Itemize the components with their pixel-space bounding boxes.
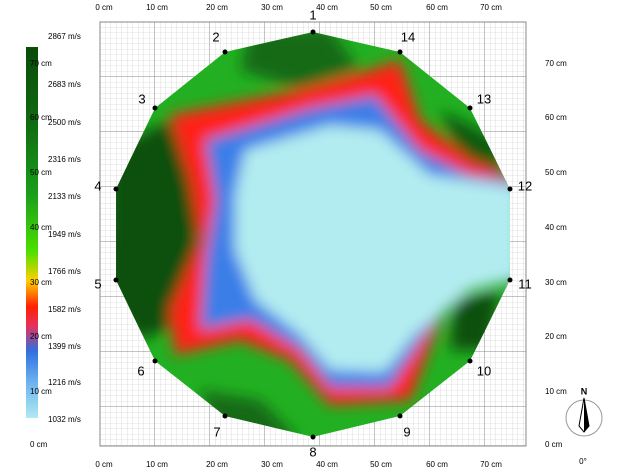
sensor-label: 7 — [213, 424, 220, 439]
sensor-dot — [467, 358, 473, 364]
color-bar — [26, 47, 38, 418]
bottom-tick-label: 40 cm — [316, 460, 338, 469]
bottom-tick-label: 10 cm — [146, 460, 168, 469]
top-tick-label: 10 cm — [146, 3, 168, 12]
sensor-label: 12 — [518, 178, 532, 193]
bottom-tick-label: 60 cm — [426, 460, 448, 469]
scale-label: 1766 m/s — [48, 267, 81, 276]
top-tick-label: 60 cm — [426, 3, 448, 12]
sensor-dot — [113, 186, 119, 192]
top-tick-label: 40 cm — [316, 3, 338, 12]
right-tick-label: 60 cm — [545, 113, 567, 122]
sensor-dot — [152, 358, 158, 364]
velocity-map — [116, 32, 510, 437]
top-tick-label: 50 cm — [370, 3, 392, 12]
sensor-dot — [507, 186, 513, 192]
sensor-label: 14 — [401, 29, 415, 44]
top-tick-label: 30 cm — [261, 3, 283, 12]
left-tick-label: 60 cm — [30, 113, 52, 122]
right-tick-label: 70 cm — [545, 59, 567, 68]
left-tick-label: 20 cm — [30, 332, 52, 341]
top-tick-label: 70 cm — [480, 3, 502, 12]
scale-label: 1032 m/s — [48, 415, 81, 424]
bottom-tick-label: 20 cm — [206, 460, 228, 469]
right-tick-label: 30 cm — [545, 278, 567, 287]
bottom-tick-label: 70 cm — [480, 460, 502, 469]
left-tick-label: 0 cm — [30, 440, 48, 449]
sensor-label: 10 — [477, 363, 491, 378]
sensor-dot — [310, 29, 316, 35]
sensor-label: 13 — [477, 91, 491, 106]
sensor-dot — [310, 434, 316, 440]
sensor-dot — [397, 413, 403, 419]
scale-label: 2867 m/s — [48, 32, 81, 41]
compass-angle: 0° — [579, 457, 587, 466]
sensor-dot — [397, 49, 403, 55]
sensor-label: 6 — [137, 363, 144, 378]
scale-label: 2500 m/s — [48, 118, 81, 127]
right-tick-label: 40 cm — [545, 223, 567, 232]
scale-label: 2316 m/s — [48, 155, 81, 164]
sensor-dot — [507, 277, 513, 283]
scale-label: 2683 m/s — [48, 80, 81, 89]
left-tick-label: 30 cm — [30, 278, 52, 287]
scale-label: 1949 m/s — [48, 230, 81, 239]
scale-label: 1399 m/s — [48, 342, 81, 351]
sensor-dot — [113, 277, 119, 283]
right-tick-label: 10 cm — [545, 387, 567, 396]
sensor-label: 1 — [309, 7, 316, 22]
sensor-dot — [152, 105, 158, 111]
sensor-label: 3 — [138, 91, 145, 106]
compass-north: N — [581, 386, 588, 396]
right-tick-label: 0 cm — [545, 440, 563, 449]
scale-label: 1582 m/s — [48, 305, 81, 314]
scale-label: 2133 m/s — [48, 192, 81, 201]
sensor-label: 4 — [94, 178, 101, 193]
sensor-label: 11 — [518, 276, 532, 291]
sensor-label: 8 — [309, 444, 316, 459]
left-tick-label: 10 cm — [30, 387, 52, 396]
left-tick-label: 50 cm — [30, 168, 52, 177]
right-tick-label: 50 cm — [545, 168, 567, 177]
bottom-tick-label: 0 cm — [95, 460, 113, 469]
sensor-dot — [467, 105, 473, 111]
bottom-tick-label: 50 cm — [370, 460, 392, 469]
sensor-label: 2 — [212, 29, 219, 44]
sensor-label: 9 — [403, 424, 410, 439]
top-tick-label: 0 cm — [95, 3, 113, 12]
sensor-label: 5 — [94, 276, 101, 291]
sensor-dot — [222, 49, 228, 55]
right-tick-label: 20 cm — [545, 332, 567, 341]
bottom-tick-label: 30 cm — [261, 460, 283, 469]
compass — [565, 397, 603, 437]
sensor-dot — [222, 413, 228, 419]
left-tick-label: 70 cm — [30, 59, 52, 68]
top-tick-label: 20 cm — [206, 3, 228, 12]
scale-label: 1216 m/s — [48, 378, 81, 387]
left-tick-label: 40 cm — [30, 223, 52, 232]
